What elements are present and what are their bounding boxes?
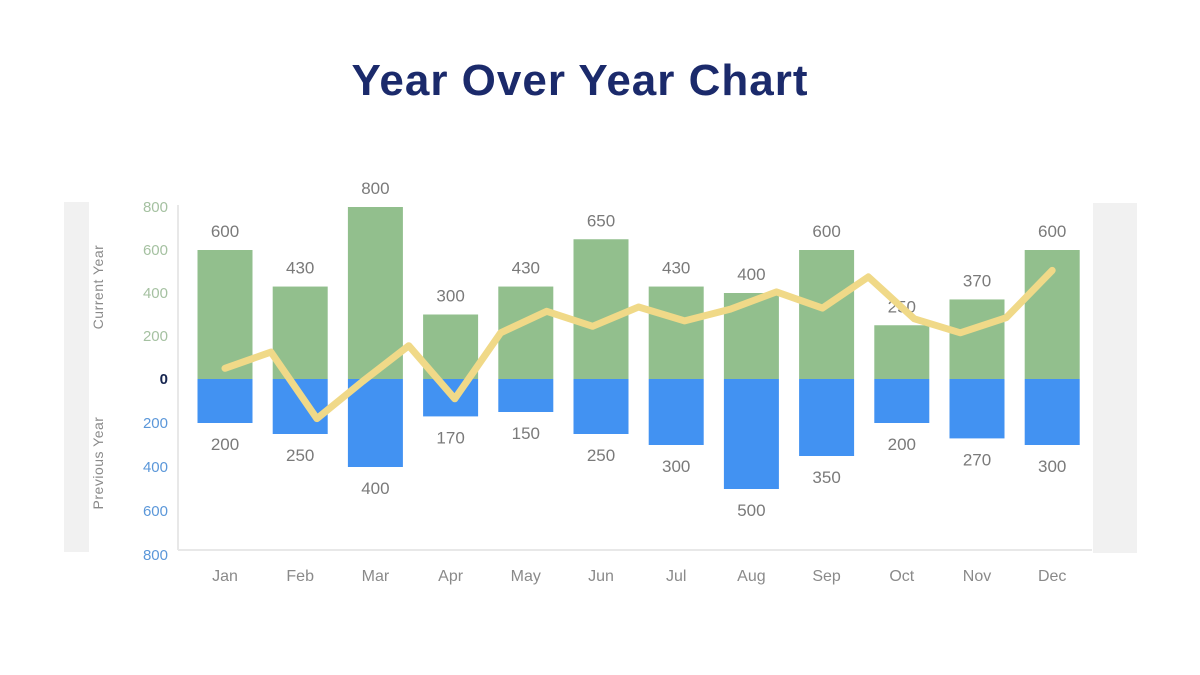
y-axis-tick-upper: 200: [143, 328, 168, 345]
current-year-value-label: 430: [286, 259, 314, 278]
x-axis-label-oct: Oct: [889, 568, 914, 585]
previous-year-bar-oct: [874, 379, 930, 423]
y-axis-tick-lower: 400: [143, 459, 168, 476]
current-year-bar-mar: [347, 207, 403, 379]
previous-year-value-label: 250: [286, 446, 314, 465]
current-year-value-label: 650: [587, 211, 615, 230]
previous-year-value-label: 350: [812, 468, 840, 487]
x-axis-label-jan: Jan: [212, 568, 238, 585]
previous-year-value-label: 150: [512, 424, 540, 443]
previous-year-bar-nov: [949, 379, 1005, 439]
previous-year-value-label: 250: [587, 446, 615, 465]
previous-year-bar-may: [498, 379, 554, 412]
current-year-value-label: 370: [963, 271, 991, 290]
x-axis-label-apr: Apr: [438, 568, 464, 585]
previous-year-bar-jul: [648, 379, 704, 445]
previous-year-value-label: 170: [436, 428, 464, 447]
current-year-bar-nov: [949, 299, 1005, 379]
previous-year-value-label: 300: [662, 457, 690, 476]
y-axis-tick-upper: 600: [143, 242, 168, 259]
y-axis-tick-upper: 400: [143, 285, 168, 302]
current-year-value-label: 600: [812, 222, 840, 241]
previous-year-value-label: 500: [737, 501, 765, 520]
previous-year-bar-jan: [197, 379, 253, 423]
x-axis-label-dec: Dec: [1038, 568, 1066, 585]
x-axis-label-sep: Sep: [812, 568, 841, 585]
previous-year-value-label: 400: [361, 479, 389, 498]
x-axis-label-aug: Aug: [737, 568, 765, 585]
x-axis-label-jun: Jun: [588, 568, 614, 585]
current-year-bar-jun: [573, 239, 629, 379]
previous-year-value-label: 300: [1038, 457, 1066, 476]
x-axis-label-may: May: [511, 568, 541, 585]
previous-year-bar-feb: [272, 379, 328, 434]
current-year-value-label: 300: [436, 287, 464, 306]
previous-year-bar-mar: [347, 379, 403, 467]
x-axis-label-nov: Nov: [963, 568, 991, 585]
current-year-value-label: 800: [361, 179, 389, 198]
current-year-bar-jul: [648, 286, 704, 379]
x-axis-label-jul: Jul: [666, 568, 686, 585]
previous-year-bar-aug: [723, 379, 779, 489]
right-accent-strip: [1093, 203, 1137, 553]
y-axis-tick-zero: 0: [160, 371, 168, 388]
previous-year-value-label: 200: [211, 435, 239, 454]
previous-year-value-label: 270: [963, 450, 991, 469]
current-year-bar-jan: [197, 250, 253, 379]
y-axis-tick-lower: 800: [143, 547, 168, 564]
x-axis-label-feb: Feb: [286, 568, 314, 585]
current-year-value-label: 400: [737, 265, 765, 284]
y-axis-tick-lower: 600: [143, 503, 168, 520]
y-axis-tick-upper: 800: [143, 199, 168, 216]
current-year-value-label: 430: [512, 259, 540, 278]
current-year-bar-sep: [799, 250, 855, 379]
current-year-value-label: 600: [211, 222, 239, 241]
current-year-bar-oct: [874, 325, 930, 379]
trend-line: [221, 266, 1056, 423]
page-title: Year Over Year Chart: [351, 56, 809, 105]
previous-year-bar-jun: [573, 379, 629, 434]
x-axis-label-mar: Mar: [362, 568, 390, 585]
y-axis-tick-lower: 200: [143, 415, 168, 432]
previous-year-value-label: 200: [888, 435, 916, 454]
current-year-value-label: 600: [1038, 222, 1066, 241]
previous-year-bar-sep: [799, 379, 855, 456]
left-accent-strip: [64, 202, 89, 552]
previous-year-bar-dec: [1024, 379, 1080, 445]
current-year-value-label: 430: [662, 259, 690, 278]
